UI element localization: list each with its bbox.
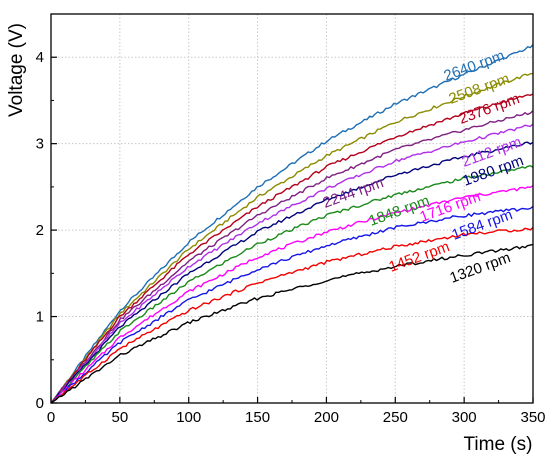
axes: 0 50 100 150 200 250 300 350 0 1 2 3 4 xyxy=(36,13,546,426)
series-line xyxy=(50,110,534,404)
y-axis-title: Voltage (V) xyxy=(6,23,27,117)
series-line xyxy=(50,72,534,404)
series-line xyxy=(50,205,534,404)
x-tick-label: 200 xyxy=(314,409,339,426)
series-line xyxy=(50,93,534,404)
x-tick-label: 100 xyxy=(176,409,201,426)
series-lines xyxy=(50,44,534,404)
series-line xyxy=(50,243,534,404)
x-axis-title: Time (s) xyxy=(464,434,533,455)
y-tick-label: 2 xyxy=(36,222,44,239)
series-line xyxy=(50,164,534,404)
x-tick-label: 300 xyxy=(452,409,477,426)
y-tick-label: 1 xyxy=(36,309,44,326)
x-tick-label: 250 xyxy=(383,409,408,426)
y-tick-label: 0 xyxy=(36,395,44,412)
series-line xyxy=(50,185,534,404)
series-line xyxy=(50,123,534,404)
x-tick-label: 150 xyxy=(245,409,270,426)
x-tick-label: 50 xyxy=(112,409,129,426)
y-tick-label: 3 xyxy=(36,136,44,153)
series-line xyxy=(50,44,534,404)
x-tick-label: 350 xyxy=(520,409,545,426)
series-line xyxy=(50,227,534,404)
x-tick-label: 0 xyxy=(47,409,55,426)
series-line xyxy=(50,141,534,404)
y-tick-label: 4 xyxy=(36,49,44,66)
